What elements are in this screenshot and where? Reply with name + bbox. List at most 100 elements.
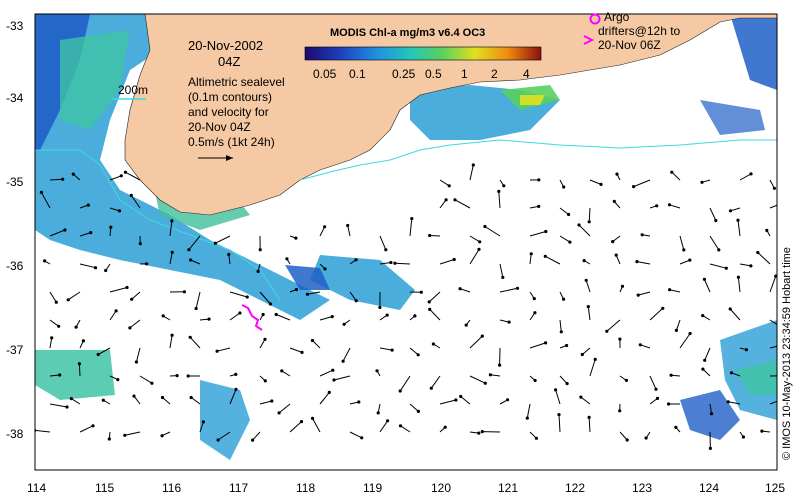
velocity-arrowhead bbox=[277, 411, 281, 415]
velocity-arrow bbox=[430, 375, 441, 389]
velocity-arrow bbox=[469, 375, 486, 384]
velocity-arrow bbox=[469, 249, 480, 265]
lon-tick-label: 120 bbox=[431, 481, 451, 495]
velocity-arrow bbox=[559, 375, 568, 384]
velocity-arrow bbox=[319, 316, 333, 321]
velocity-arrowhead bbox=[207, 317, 211, 321]
velocity-arrow bbox=[215, 235, 231, 244]
velocity-arrowhead bbox=[270, 399, 274, 403]
velocity-arrowhead bbox=[227, 252, 231, 257]
velocity-arrowhead bbox=[749, 172, 753, 176]
velocity-arrowhead bbox=[605, 329, 609, 333]
velocity-arrowhead bbox=[300, 350, 304, 354]
velocity-arrow bbox=[728, 401, 741, 405]
velocity-arrowhead bbox=[447, 184, 451, 188]
velocity-arrowhead bbox=[582, 259, 586, 263]
velocity-arrow bbox=[67, 291, 81, 301]
velocity-arrowhead bbox=[261, 312, 265, 317]
argo-legend-line: Argo bbox=[604, 10, 630, 24]
colorbar-tick: 0.25 bbox=[392, 67, 416, 81]
velocity-arrow bbox=[139, 375, 153, 384]
velocity-arrow bbox=[49, 178, 63, 181]
velocity-arrowhead bbox=[480, 334, 484, 338]
velocity-arrow bbox=[675, 319, 681, 331]
velocity-arrow bbox=[79, 232, 91, 237]
velocity-arrowhead bbox=[186, 374, 190, 378]
description-line: (0.1m contours) bbox=[188, 90, 272, 104]
lon-tick-label: 115 bbox=[95, 481, 114, 495]
colorbar-tick: 0.1 bbox=[349, 67, 366, 81]
velocity-arrowhead bbox=[91, 424, 95, 428]
velocity-arrowhead bbox=[263, 379, 267, 383]
velocity-arrowhead bbox=[416, 409, 420, 413]
velocity-arrow bbox=[469, 235, 480, 243]
velocity-arrow bbox=[379, 347, 393, 351]
colorbar bbox=[304, 46, 542, 61]
velocity-arrowhead bbox=[134, 360, 138, 364]
velocity-arrowhead bbox=[501, 275, 505, 279]
velocity-arrowhead bbox=[579, 395, 583, 399]
velocity-arrowhead bbox=[488, 373, 492, 377]
velocity-arrowhead bbox=[655, 204, 659, 208]
velocity-arrow bbox=[319, 226, 326, 237]
velocity-arrowhead bbox=[341, 359, 345, 363]
velocity-arrowhead bbox=[360, 436, 364, 440]
velocity-arrow bbox=[125, 171, 141, 181]
velocity-arrowhead bbox=[419, 290, 423, 294]
colorbar-tick: 1 bbox=[461, 67, 468, 81]
velocity-vectors bbox=[35, 163, 777, 450]
velocity-arrow bbox=[737, 277, 741, 293]
velocity-arrowhead bbox=[86, 203, 90, 207]
chlorophyll-layer bbox=[35, 14, 777, 460]
velocity-arrowhead bbox=[478, 240, 482, 244]
velocity-arrow bbox=[469, 164, 474, 181]
velocity-arrowhead bbox=[632, 185, 636, 189]
lon-tick-label: 125 bbox=[765, 481, 785, 495]
velocity-arrowhead bbox=[471, 163, 475, 167]
velocity-arrowhead bbox=[701, 314, 705, 318]
velocity-arrowhead bbox=[483, 381, 487, 385]
velocity-arrow bbox=[529, 231, 546, 237]
velocity-arrowhead bbox=[327, 390, 331, 394]
velocity-arrow bbox=[490, 374, 501, 377]
velocity-arrowhead bbox=[189, 395, 193, 400]
velocity-arrow bbox=[499, 263, 504, 278]
velocity-arrowhead bbox=[644, 436, 648, 440]
velocity-arrowhead bbox=[238, 311, 242, 315]
velocity-arrowhead bbox=[58, 373, 62, 377]
velocity-arrow bbox=[769, 319, 777, 325]
velocity-arrow bbox=[79, 425, 94, 433]
velocity-arrowhead bbox=[772, 186, 777, 190]
velocity-arrowhead bbox=[565, 343, 569, 348]
velocity-arrowhead bbox=[502, 184, 506, 188]
velocity-arrowhead bbox=[294, 236, 298, 240]
velocity-arrowhead bbox=[43, 259, 47, 263]
lon-tick-label: 122 bbox=[565, 481, 585, 495]
velocity-arrowhead bbox=[119, 174, 123, 178]
velocity-arrowhead bbox=[726, 400, 730, 404]
velocity-arrowhead bbox=[717, 248, 721, 252]
credit-text: © IMOS 10-May-2013 23:34:59 Hobart time bbox=[781, 247, 793, 460]
velocity-arrow bbox=[709, 235, 720, 251]
description-line: and velocity for bbox=[188, 105, 269, 119]
velocity-arrow bbox=[109, 207, 120, 212]
velocity-arrowhead bbox=[398, 424, 403, 428]
velocity-arrowhead bbox=[670, 170, 674, 174]
velocity-arrowhead bbox=[702, 277, 707, 281]
lon-tick-label: 118 bbox=[296, 481, 315, 495]
velocity-arrowhead bbox=[729, 371, 734, 375]
velocity-arrowhead bbox=[537, 178, 541, 182]
velocity-arrow bbox=[429, 309, 441, 321]
velocity-arrowhead bbox=[625, 438, 629, 442]
velocity-arrow bbox=[439, 399, 457, 405]
velocity-arrow bbox=[379, 235, 387, 250]
velocity-arrow bbox=[606, 319, 621, 332]
velocity-arrowhead bbox=[459, 394, 463, 399]
velocity-arrowhead bbox=[431, 342, 435, 346]
velocity-arrowhead bbox=[385, 313, 389, 317]
velocity-arrowhead bbox=[668, 288, 672, 292]
velocity-arrowhead bbox=[104, 268, 108, 273]
velocity-arrowhead bbox=[454, 398, 458, 402]
velocity-arrowhead bbox=[258, 248, 262, 252]
